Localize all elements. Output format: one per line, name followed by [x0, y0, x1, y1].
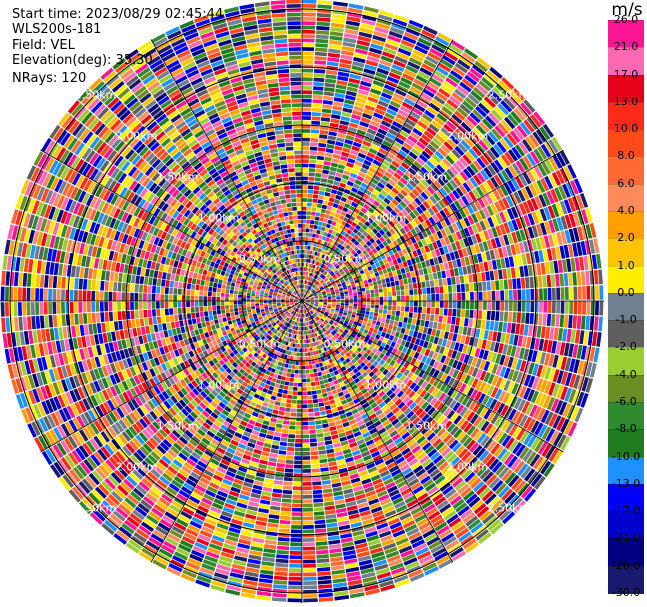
colorbar-tick-label: -1.0: [615, 313, 637, 327]
colorbar-units: m/s: [611, 0, 643, 20]
azimuth-spokes: [0, 0, 604, 603]
range-label: 2.50km: [488, 501, 530, 514]
range-label: 1.00km: [365, 212, 407, 225]
field-name: Field: VEL: [12, 38, 75, 53]
nrays: NRays: 120: [12, 71, 87, 86]
colorbar-tick-label: -6.0: [615, 395, 637, 408]
range-label: 0.50km: [239, 253, 281, 266]
azimuth-spoke: [40, 149, 303, 302]
colorbar-tick-label: -13.0: [611, 476, 641, 490]
colorbar-tick-label: 0.0: [617, 285, 635, 299]
azimuth-spoke: [150, 39, 303, 302]
range-label: 1.50km: [157, 171, 199, 184]
colorbar-segment: [608, 347, 644, 376]
colorbar-tick-label: -26.0: [611, 558, 641, 572]
azimuth-spoke: [150, 300, 303, 563]
colorbar-segment: [608, 483, 644, 513]
colorbar-segment: [608, 156, 644, 185]
gate-group: [8, 12, 585, 599]
velocity-gates: [0, 0, 604, 603]
range-label: 2.00km: [116, 460, 158, 473]
range-label: 1.50km: [406, 419, 448, 432]
colorbar-tick-label: -8.0: [615, 422, 637, 436]
colorbar-tick-label: -17.0: [611, 504, 641, 518]
gate-group: [5, 18, 595, 596]
range-label: 2.00km: [447, 130, 489, 143]
colorbar-tick-label: 10.0: [613, 122, 639, 136]
colorbar-segment: [608, 429, 644, 458]
colorbar-segment: [608, 183, 644, 212]
gate-group: [1, 0, 597, 602]
colorbar-segment: [608, 47, 644, 76]
colorbar-tick-label: 13.0: [613, 94, 639, 108]
start-time: Start time: 2023/08/29 02:45:44: [12, 7, 224, 22]
colorbar-segment: [608, 129, 644, 158]
range-label: 1.00km: [198, 378, 240, 391]
range-label: 0.50km: [324, 253, 366, 266]
elevation: Elevation(deg): 35.30: [12, 53, 153, 68]
colorbar-segment: [608, 374, 644, 403]
azimuth-spoke: [40, 300, 303, 453]
colorbar-segment: [608, 74, 644, 103]
azimuth-spoke: [301, 39, 454, 302]
colorbar-segment: [608, 20, 644, 49]
colorbar-tick-label: 4.0: [617, 204, 635, 217]
ppi-velocity-plot: 0.50km 1.00km 1.50km 2.00km 2.50km 0.50km 1.00…: [0, 0, 604, 603]
range-label: 2.00km: [116, 130, 158, 143]
range-label: 0.50km: [324, 337, 366, 350]
colorbar-tick-label: -30.0: [611, 586, 641, 599]
range-labels: 0.50km 1.00km 1.50km 2.00km 2.50km 0.50km 1.00…: [75, 89, 529, 515]
colorbar-segment: [608, 101, 644, 131]
colorbar-segment: [608, 211, 644, 240]
colorbar-segment: [608, 320, 644, 349]
range-label: 2.50km: [75, 89, 117, 102]
colorbar-segment: [608, 511, 644, 540]
azimuth-spoke: [301, 149, 564, 302]
range-label: 1.00km: [198, 212, 240, 225]
range-label: 2.50km: [488, 89, 530, 102]
azimuth-spoke: [301, 300, 454, 563]
gate-group: [2, 0, 599, 598]
colorbar-segment: [608, 456, 644, 485]
colorbar-segment: [608, 265, 644, 294]
range-label: 2.00km: [447, 460, 489, 473]
colorbar-tick-label: 26.0: [613, 13, 639, 26]
range-label: 2.50km: [75, 501, 117, 514]
range-label: 1.50km: [157, 419, 199, 432]
range-label: 0.50km: [239, 337, 281, 350]
colorbar-tick-label: -2.0: [615, 340, 637, 354]
colorbar-segment: [608, 238, 644, 267]
gate-group: [1, 14, 599, 586]
colorbar-tick-label: 6.0: [617, 176, 635, 190]
colorbar-segment: [608, 292, 644, 322]
colorbar-segment: [608, 402, 644, 431]
colorbar-tick-label: 1.0: [617, 258, 635, 272]
colorbar-tick-label: 2.0: [617, 231, 635, 245]
colorbar-tick-label: 17.0: [613, 67, 639, 81]
azimuth-spoke: [301, 300, 564, 453]
colorbar-tick-label: -4.0: [615, 367, 637, 381]
colorbar-tick-label: -21.0: [611, 531, 641, 545]
colorbar-tick-label: 8.0: [617, 149, 635, 163]
colorbar-tick-label: 21.0: [613, 40, 639, 54]
velocity-colorbar: 26.0 21.0 17.0 13.0 10.0 8.0 6.0 4.0 2.0 1.0 0.0 -1…: [608, 14, 647, 600]
colorbar-segment: [608, 565, 644, 594]
colorbar-tick-label: -10.0: [611, 449, 641, 463]
range-label: 1.00km: [365, 378, 407, 391]
colorbar-segment: [608, 538, 644, 567]
range-label: 1.50km: [406, 171, 448, 184]
instrument-name: WLS200s-181: [12, 22, 102, 37]
